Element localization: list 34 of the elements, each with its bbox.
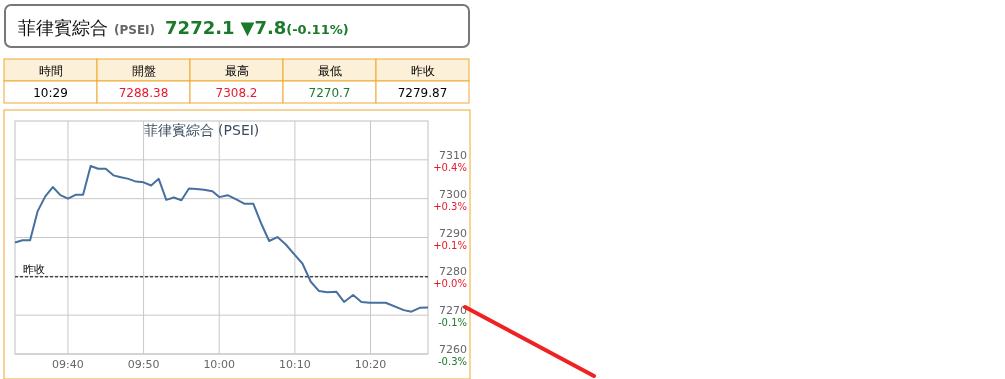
text: (-0.11%)	[286, 22, 349, 37]
text: -0.1%	[437, 317, 467, 329]
text: 10:29	[33, 86, 68, 100]
y-tick-label: 7290	[439, 226, 467, 240]
y-tick-label: 7260	[439, 343, 467, 356]
y-tick-label: 7280	[439, 265, 467, 279]
text: 7288.38	[118, 86, 169, 100]
text: -0.3%	[437, 356, 467, 367]
text: (PSEI)	[114, 23, 156, 37]
text: 7270.7	[308, 86, 351, 100]
x-tick-label: 09:40	[52, 358, 84, 371]
ref-line-label: 昨收	[23, 262, 45, 276]
chart-title: 菲律賓綜合 (PSEI)	[143, 122, 260, 138]
text: 7279.87	[397, 86, 448, 100]
text: +0.4%	[433, 161, 467, 173]
x-tick-label: 09:50	[127, 358, 160, 371]
text: 菲律賓綜合	[18, 17, 108, 38]
x-tick-label: 10:20	[354, 358, 387, 371]
text: ▼7.8	[240, 17, 287, 38]
x-tick-label: 10:00	[203, 358, 236, 371]
category-label: 開盤	[131, 64, 156, 78]
text: 7272.1	[165, 17, 235, 38]
y-tick-label: 7310	[439, 148, 467, 162]
category-label: 昨收	[410, 64, 435, 78]
y-tick-label: 7270	[439, 304, 467, 318]
x-tick-label: 10:10	[279, 358, 311, 371]
text: 7308.2	[215, 86, 258, 100]
text: +0.1%	[433, 239, 467, 251]
text: +0.0%	[433, 278, 467, 290]
category-label: 最低	[317, 64, 342, 78]
category-label: 時間	[38, 64, 63, 78]
category-label: 最高	[224, 64, 249, 78]
text: +0.3%	[433, 200, 467, 212]
y-tick-label: 7300	[439, 187, 467, 201]
